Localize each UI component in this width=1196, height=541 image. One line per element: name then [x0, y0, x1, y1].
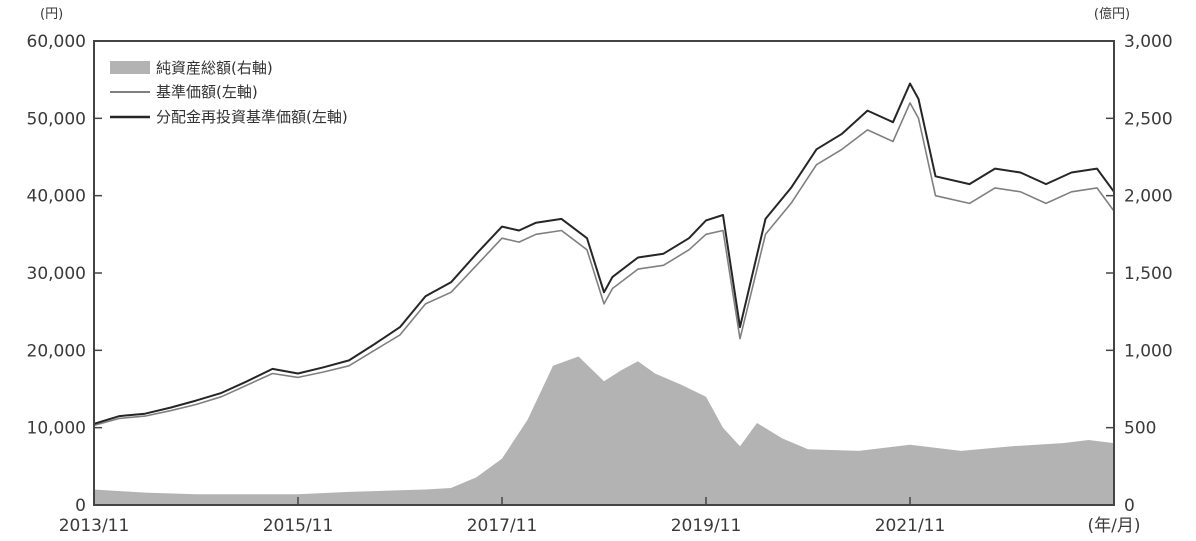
legend-label-nav: 基準価額(左軸): [156, 83, 258, 101]
net-assets-area: [94, 356, 1114, 505]
y-left-tick-label: 20,000: [27, 341, 86, 361]
y-right-tick-label: 1,000: [1124, 341, 1173, 361]
y-left-tick-label: 30,000: [27, 264, 86, 284]
x-tick-label: 2021/11: [875, 516, 946, 536]
x-tick-label: 2015/11: [263, 516, 334, 536]
legend-label-net-assets: 純資産総額(右軸): [156, 59, 273, 77]
y-left-tick-label: 50,000: [27, 109, 86, 129]
y-right-tick-label: 500: [1124, 419, 1156, 439]
x-tick-label: 2017/11: [467, 516, 538, 536]
y-left-tick-label: 60,000: [27, 32, 86, 52]
right-axis-unit: (億円): [1094, 6, 1130, 22]
x-axis-unit: (年/月): [1088, 516, 1141, 536]
nav-lines-layer: [93, 82, 1115, 427]
y-right-tick-label: 0: [1124, 496, 1135, 516]
y-left-tick-label: 0: [75, 496, 86, 516]
nav-reinvested-line: [93, 82, 1115, 425]
x-tick-label: 2013/11: [59, 516, 130, 536]
net-assets-area-layer: [94, 356, 1114, 505]
nav-line: [93, 102, 1115, 427]
y-left-tick-label: 10,000: [27, 419, 86, 439]
legend: 純資産総額(右軸) 基準価額(左軸) 分配金再投資基準価額(左軸): [110, 59, 348, 126]
y-right-tick-label: 1,500: [1124, 264, 1173, 284]
y-right-tick-label: 3,000: [1124, 32, 1173, 52]
legend-swatch-net-assets: [110, 61, 150, 74]
y-right-tick-label: 2,000: [1124, 187, 1173, 207]
y-left-tick-label: 40,000: [27, 187, 86, 207]
left-axis-unit: (円): [40, 7, 63, 22]
y-right-tick-label: 2,500: [1124, 109, 1173, 129]
axis-ticks-layer: 0 0 10,000 500 20,000 1,000 30,000 1,500 40,000 2…: [27, 32, 1173, 536]
legend-label-nav-reinvested: 分配金再投資基準価額(左軸): [156, 108, 348, 126]
x-tick-label: 2019/11: [671, 516, 742, 536]
